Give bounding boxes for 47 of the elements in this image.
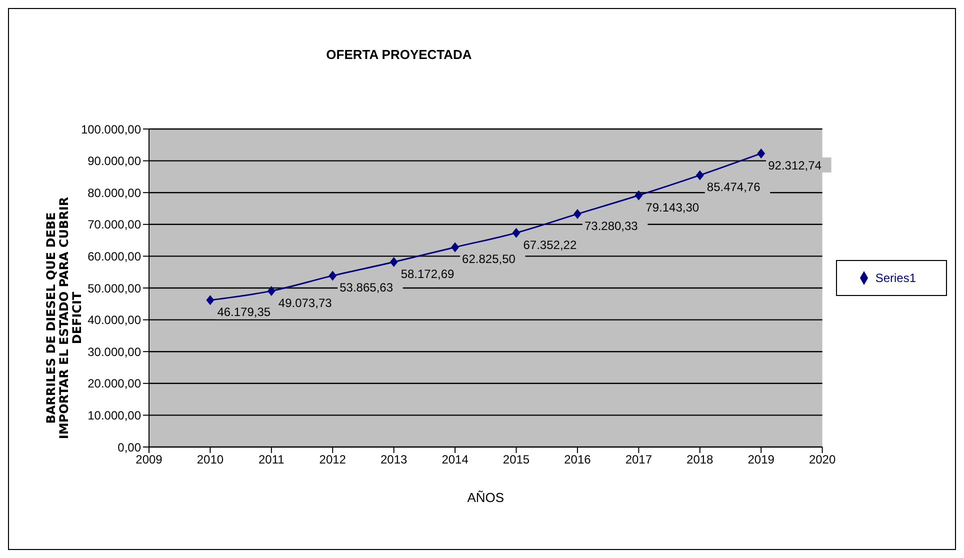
point xyxy=(757,148,766,158)
data-label: 79.143,30 xyxy=(646,200,700,214)
y-tick-label: 40.000,00 xyxy=(88,313,142,328)
x-tick-label: 2019 xyxy=(748,452,775,467)
y-tick-label: 80.000,00 xyxy=(88,186,142,200)
x-tick-label: 2020 xyxy=(808,452,836,467)
data-label: 53.865,63 xyxy=(340,280,394,295)
y-tick-label: 30.000,00 xyxy=(88,344,142,359)
x-axis-title: AÑOS xyxy=(467,490,504,505)
data-label: 58.172,69 xyxy=(400,267,455,282)
data-label: 62.825,50 xyxy=(462,252,516,266)
point xyxy=(328,270,337,281)
data-label: 73.280,33 xyxy=(584,218,638,233)
data-label: 49.073,73 xyxy=(278,296,332,310)
y-tick-label: 60.000,00 xyxy=(88,249,142,264)
y-tick-label: 90.000,00 xyxy=(88,154,142,168)
data-label: 67.352,22 xyxy=(523,238,577,252)
legend-label: Series1 xyxy=(875,270,916,285)
y-tick-label: 20.000,00 xyxy=(88,376,142,391)
x-tick-label: 2013 xyxy=(380,452,408,467)
x-tick-label: 2016 xyxy=(564,452,592,467)
y-tick-label: 10.000,00 xyxy=(88,408,142,422)
point xyxy=(267,286,276,296)
point xyxy=(512,228,520,238)
y-axis-title: BARRILES DE DIESEL QUE DEBE IMPORTAR EL ESTADO PARA CUBRIR DEFICIT xyxy=(44,196,84,440)
y-tick-label: 100.000,00 xyxy=(80,122,142,136)
y-tick-label: 0,00 xyxy=(118,440,142,454)
data-label: 92.312,74 xyxy=(768,158,822,172)
point xyxy=(206,295,214,306)
x-tick-label: 2010 xyxy=(196,452,224,467)
point xyxy=(451,242,460,252)
x-tick-label: 2009 xyxy=(136,452,163,467)
y-tick-label: 70.000,00 xyxy=(88,218,142,232)
data-label: 85.474,76 xyxy=(706,180,761,194)
x-tick-label: 2012 xyxy=(319,452,346,467)
point xyxy=(390,257,398,268)
data-label: 46.179,35 xyxy=(217,305,271,320)
x-tick-label: 2014 xyxy=(442,452,469,467)
x-tick-label: 2011 xyxy=(258,452,285,467)
point xyxy=(634,190,643,200)
chart-title: OFERTA PROYECTADA xyxy=(325,47,473,62)
point xyxy=(696,170,704,180)
x-tick-label: 2017 xyxy=(625,452,652,467)
x-tick-label: 2018 xyxy=(686,452,714,467)
point xyxy=(573,208,582,219)
y-tick-label: 50.000,00 xyxy=(88,281,142,296)
x-tick-label: 2015 xyxy=(502,452,530,467)
